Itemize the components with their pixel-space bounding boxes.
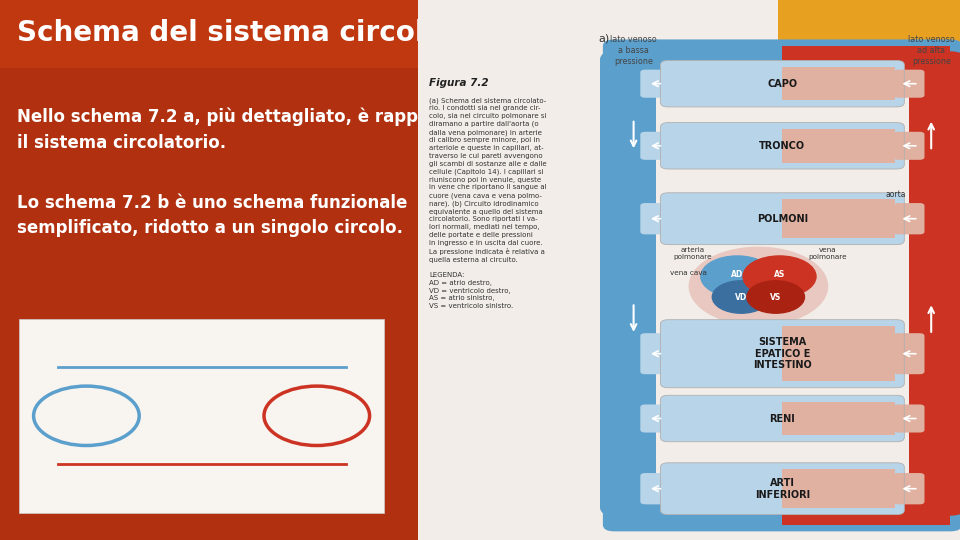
Bar	[656, 70, 909, 491]
Circle shape	[701, 256, 774, 297]
Text: POLMONI: POLMONI	[756, 214, 808, 224]
FancyBboxPatch shape	[640, 132, 671, 160]
Text: aorta: aorta	[886, 190, 906, 199]
FancyBboxPatch shape	[894, 404, 924, 433]
Text: arteria
polmonare: arteria polmonare	[674, 247, 712, 260]
FancyBboxPatch shape	[640, 70, 671, 98]
Text: VS: VS	[770, 293, 781, 301]
Bar	[19, 319, 384, 513]
FancyBboxPatch shape	[660, 60, 904, 107]
Bar	[782, 129, 895, 163]
Text: SISTEMA
EPATICO E
INTESTINO: SISTEMA EPATICO E INTESTINO	[753, 337, 812, 370]
Bar	[782, 495, 950, 525]
Circle shape	[743, 256, 816, 297]
Bar	[782, 469, 895, 508]
Circle shape	[747, 281, 804, 313]
FancyBboxPatch shape	[660, 463, 904, 515]
Bar	[782, 326, 895, 381]
Bar	[782, 67, 895, 100]
Bar	[782, 402, 895, 435]
FancyBboxPatch shape	[660, 193, 904, 245]
Text: Schema del sistema circolatorio: Schema del sistema circolatorio	[17, 19, 518, 48]
FancyBboxPatch shape	[660, 395, 904, 442]
FancyBboxPatch shape	[660, 320, 904, 388]
Circle shape	[689, 247, 828, 325]
FancyBboxPatch shape	[640, 203, 671, 234]
Text: a): a)	[598, 33, 610, 44]
FancyBboxPatch shape	[603, 489, 960, 531]
Text: VD: VD	[735, 293, 747, 301]
Text: vena
polmonare: vena polmonare	[808, 247, 847, 260]
FancyBboxPatch shape	[640, 333, 671, 374]
Text: Figura 7.2: Figura 7.2	[429, 78, 489, 89]
Text: vena cava: vena cava	[670, 269, 707, 276]
Text: Nello schema 7.2 a, più dettagliato, è rappre
il sistema circolatorio.: Nello schema 7.2 a, più dettagliato, è r…	[17, 108, 438, 152]
FancyBboxPatch shape	[894, 333, 924, 374]
FancyBboxPatch shape	[898, 51, 960, 516]
FancyBboxPatch shape	[894, 473, 924, 504]
FancyBboxPatch shape	[660, 123, 904, 169]
Bar	[418, 0, 960, 540]
Circle shape	[712, 281, 770, 313]
FancyBboxPatch shape	[603, 39, 960, 82]
Text: lato venoso
ad alta
pressione: lato venoso ad alta pressione	[908, 35, 954, 66]
Text: AD: AD	[732, 270, 743, 279]
Text: (a) Schema del sistema circolato-
rio. I condotti sia nel grande cir-
colo, sia : (a) Schema del sistema circolato- rio. I…	[429, 97, 547, 309]
FancyBboxPatch shape	[640, 473, 671, 504]
Text: RENI: RENI	[770, 414, 795, 423]
Text: TRONCO: TRONCO	[759, 141, 805, 151]
FancyBboxPatch shape	[894, 70, 924, 98]
FancyBboxPatch shape	[640, 404, 671, 433]
FancyBboxPatch shape	[894, 203, 924, 234]
Text: AS: AS	[774, 270, 785, 279]
Bar	[0, 0, 960, 68]
Text: ARTI
INFERIORI: ARTI INFERIORI	[755, 478, 810, 500]
Bar	[782, 199, 895, 238]
Text: CAPO: CAPO	[767, 79, 798, 89]
Text: lato venoso
a bassa
pressione: lato venoso a bassa pressione	[611, 35, 657, 66]
FancyBboxPatch shape	[600, 51, 667, 516]
Bar	[778, 0, 960, 68]
Text: Lo schema 7.2 b è uno schema funzionale
semplificato, ridotto a un singolo circo: Lo schema 7.2 b è uno schema funzionale …	[17, 194, 408, 238]
Bar	[782, 46, 950, 76]
FancyBboxPatch shape	[894, 132, 924, 160]
